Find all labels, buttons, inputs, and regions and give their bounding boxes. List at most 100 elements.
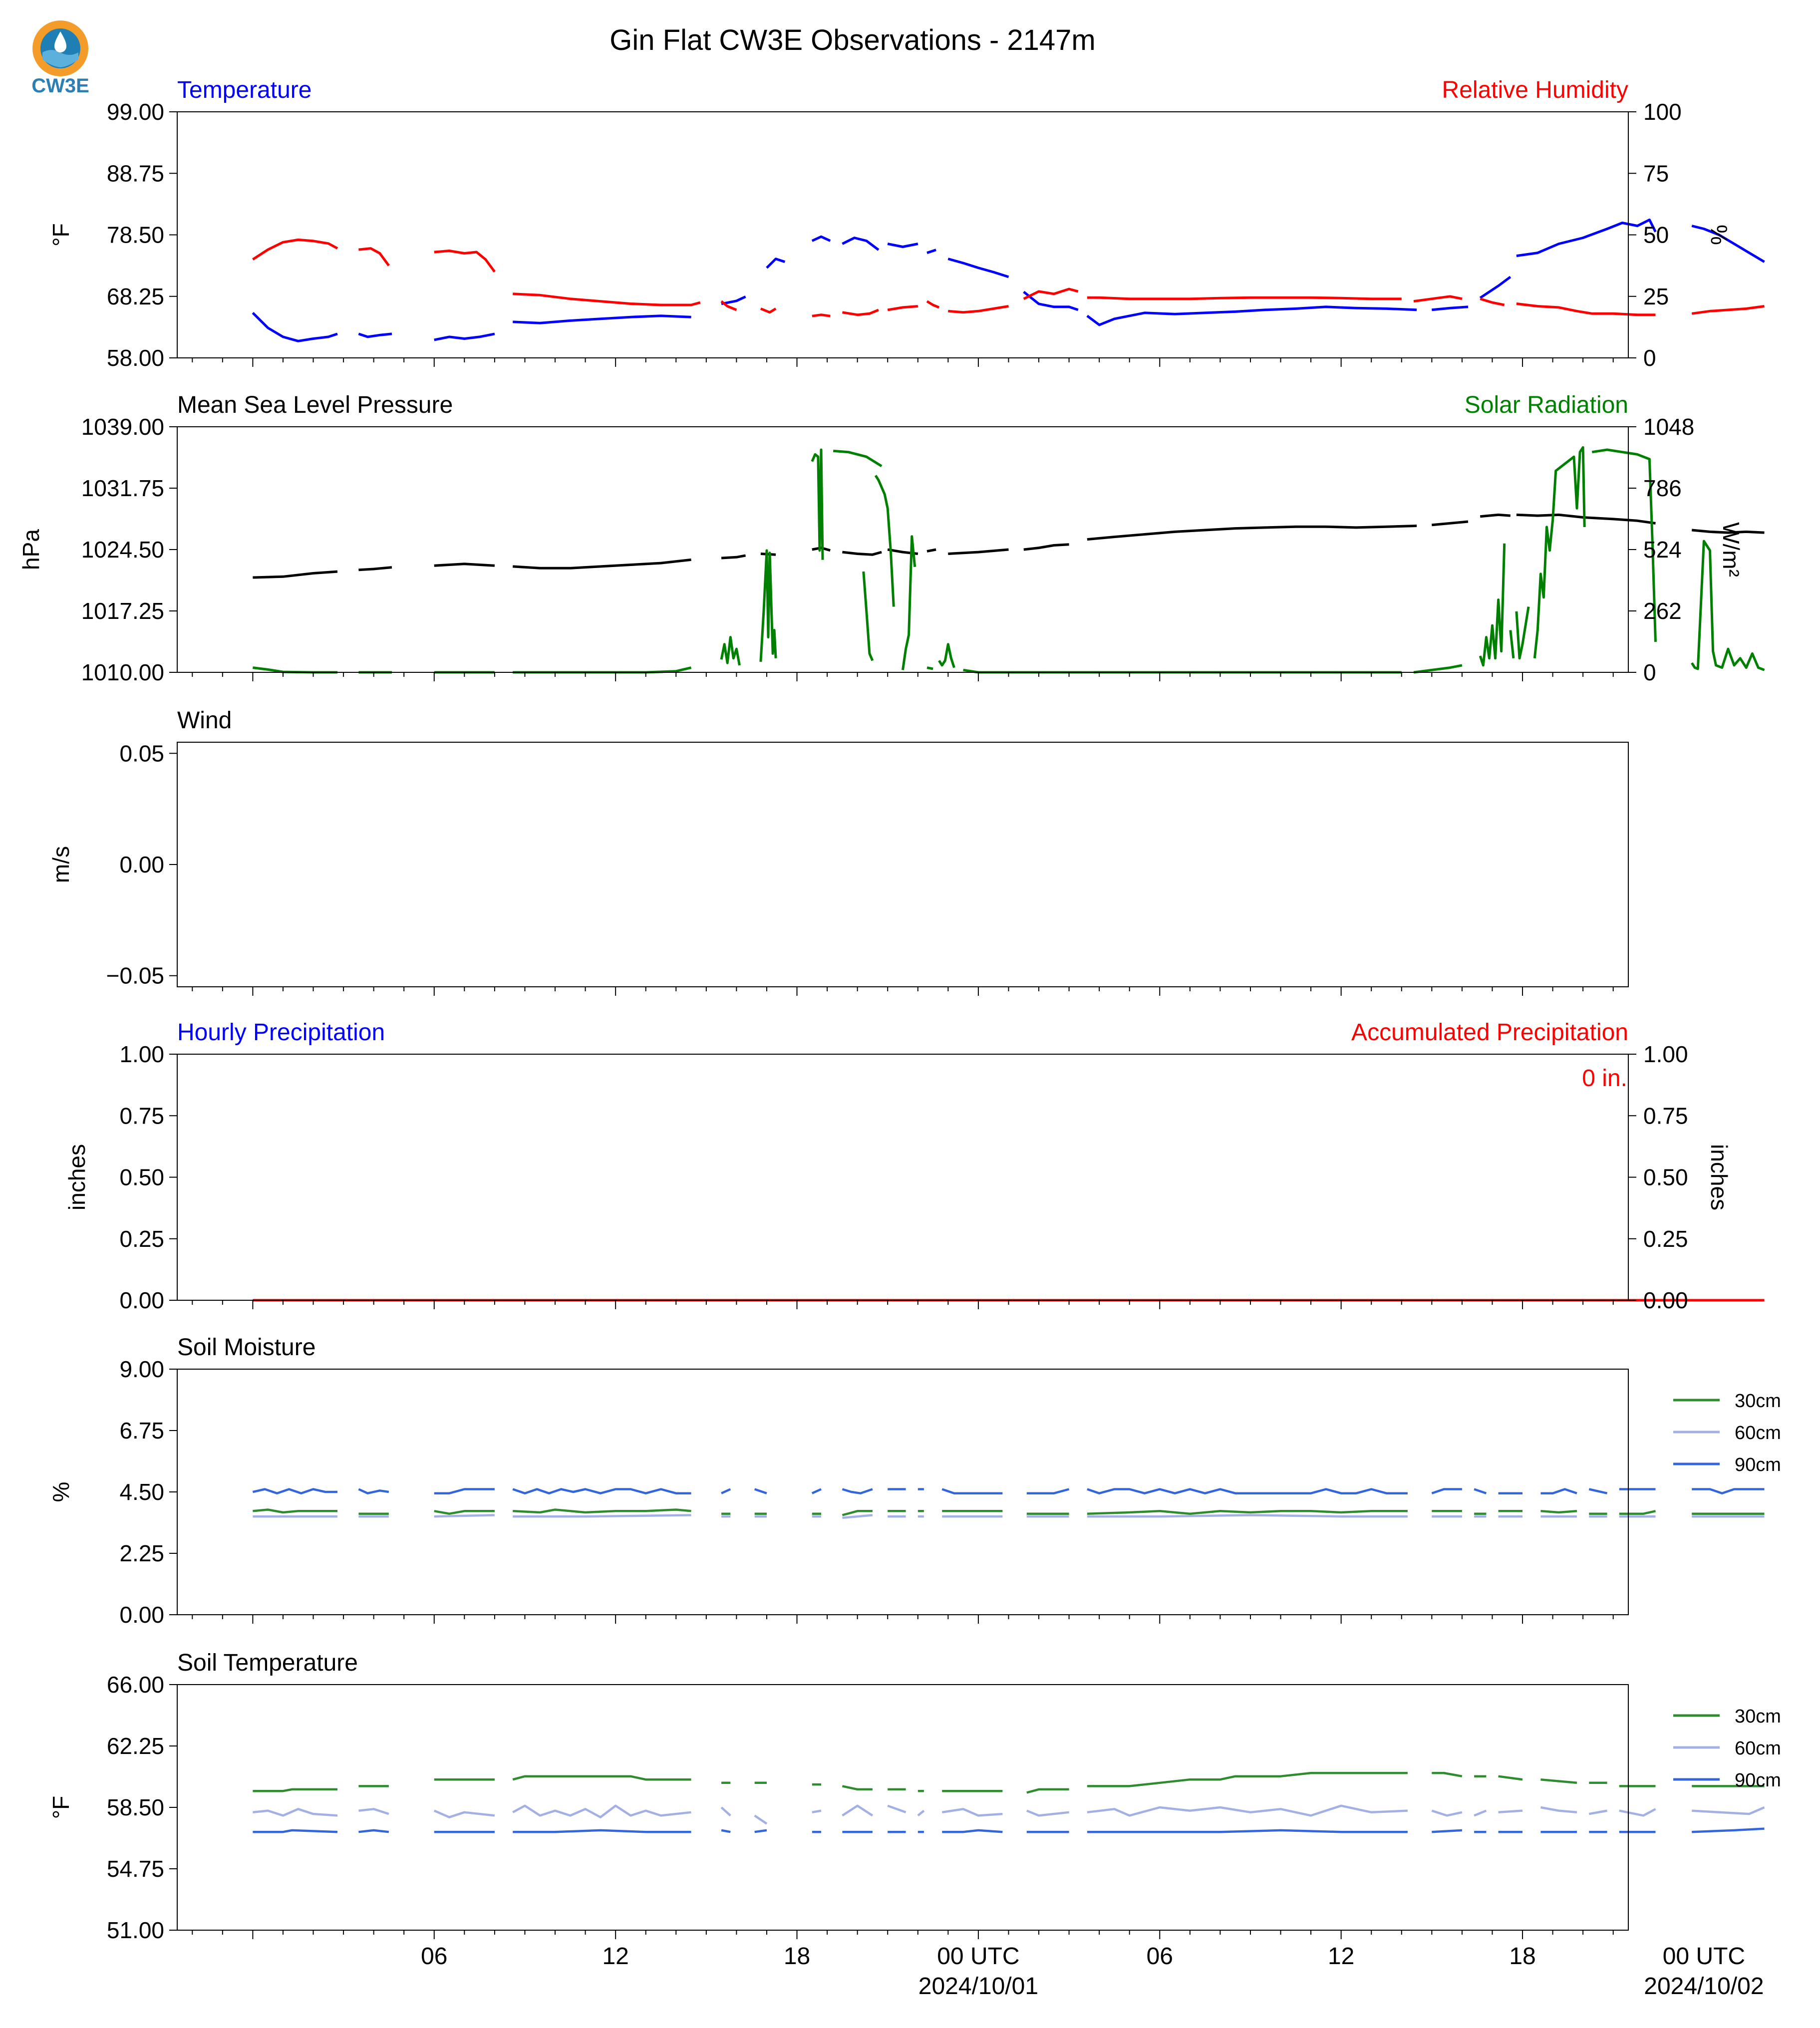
- y-axis-label-right: %: [1706, 225, 1732, 245]
- series-line-soil_temperature: [842, 1785, 873, 1791]
- series-line-soil_temperature: [433, 1809, 495, 1818]
- y-tick-label-left: 0.00: [119, 1602, 164, 1628]
- series-line-temp_rh: [842, 237, 880, 251]
- y-tick-label-right: 1048: [1643, 414, 1694, 440]
- series-line-pressure_solar: [938, 643, 955, 668]
- plot-frame-temp_rh: [177, 111, 1629, 358]
- series-line-pressure_solar: [358, 566, 392, 572]
- series-line-soil_temperature: [1540, 1778, 1577, 1784]
- y-tick-label-left: 1024.50: [81, 537, 164, 563]
- x-tick-label: 18: [1509, 1943, 1535, 1970]
- series-line-soil_temperature: [754, 1814, 768, 1825]
- y-tick-label-left: 58.00: [107, 345, 164, 371]
- x-tick-label: 06: [421, 1943, 447, 1970]
- series-line-pressure_solar: [1509, 630, 1515, 659]
- series-line-soil_moisture: [252, 1488, 337, 1494]
- legend-label-90cm: 90cm: [1735, 1454, 1781, 1475]
- y-tick-label-left: 6.75: [119, 1418, 164, 1444]
- series-line-soil_moisture: [941, 1488, 1003, 1494]
- x-tick-label: 18: [784, 1943, 810, 1970]
- panel-title-left: Soil Moisture: [177, 1334, 315, 1361]
- y-tick-label-right: 0.00: [1643, 1287, 1688, 1313]
- panel-title-right: Relative Humidity: [1442, 77, 1628, 103]
- plot-frame-soil_temperature: [177, 1684, 1629, 1931]
- y-tick-label-right: 50: [1643, 222, 1669, 248]
- logo-wave: [42, 50, 78, 67]
- panel-title-right: Accumulated Precipitation: [1351, 1019, 1628, 1046]
- y-tick-label-left: 1010.00: [81, 659, 164, 685]
- y-tick-label-left: 1039.00: [81, 414, 164, 440]
- legend-label-60cm: 60cm: [1735, 1738, 1781, 1759]
- series-line-soil_temperature: [1498, 1775, 1523, 1781]
- series-line-soil_moisture: [842, 1488, 873, 1494]
- legend-label-60cm: 60cm: [1735, 1423, 1781, 1444]
- series-line-soil_moisture: [1540, 1488, 1577, 1494]
- plot-frame-precip: [177, 1054, 1629, 1301]
- y-tick-label-left: 88.75: [107, 160, 164, 186]
- panel-title-left: Hourly Precipitation: [177, 1019, 385, 1046]
- series-line-pressure_solar: [1023, 543, 1069, 551]
- series-line-temp_rh: [1691, 225, 1765, 263]
- y-tick-label-left: 1.00: [119, 1041, 164, 1067]
- series-line-soil_temperature: [1692, 1806, 1765, 1815]
- y-tick-label-right: 0.50: [1643, 1164, 1688, 1190]
- series-line-soil_temperature: [842, 1804, 874, 1817]
- series-line-soil_temperature: [917, 1809, 925, 1817]
- series-line-temp_rh: [358, 247, 390, 267]
- series-line-pressure_solar: [720, 636, 741, 666]
- series-line-soil_moisture: [811, 1488, 822, 1494]
- series-line-pressure_solar: [902, 535, 916, 670]
- y-tick-label-left: 2.25: [119, 1540, 164, 1566]
- series-line-soil_moisture: [1087, 1514, 1408, 1518]
- series-line-soil_temperature: [720, 1806, 731, 1817]
- series-line-temp_rh: [1691, 305, 1765, 315]
- series-line-soil_temperature: [512, 1804, 691, 1818]
- series-line-soil_moisture: [1474, 1488, 1487, 1494]
- series-line-pressure_solar: [833, 449, 883, 468]
- series-line-soil_moisture: [434, 1510, 495, 1515]
- y-tick-label-left: −0.05: [106, 963, 164, 989]
- series-line-soil_temperature: [1026, 1788, 1069, 1794]
- series-line-pressure_solar: [253, 666, 337, 674]
- raindrop-icon: [54, 31, 66, 52]
- series-line-soil_temperature: [1619, 1808, 1656, 1817]
- y-tick-label-left: 51.00: [107, 1917, 164, 1943]
- series-line-soil_moisture: [512, 1488, 691, 1494]
- y-axis-label-right: W/m²: [1718, 522, 1744, 577]
- panel-title-left: Soil Temperature: [177, 1650, 358, 1676]
- series-line-soil_moisture: [513, 1508, 691, 1514]
- x-tick-label: 12: [602, 1943, 628, 1970]
- series-line-temp_rh: [434, 332, 495, 341]
- series-line-temp_rh: [1023, 288, 1079, 300]
- y-tick-label-right: 524: [1643, 537, 1682, 563]
- series-line-pressure_solar: [759, 549, 777, 662]
- legend-label-30cm: 30cm: [1735, 1391, 1781, 1412]
- series-line-temp_rh: [358, 332, 392, 338]
- y-tick-label-left: 1031.75: [81, 475, 164, 501]
- series-line-temp_rh: [887, 243, 918, 248]
- series-line-pressure_solar: [513, 666, 692, 674]
- series-line-soil_moisture: [1026, 1488, 1070, 1494]
- y-tick-label-left: 0.25: [119, 1226, 164, 1252]
- y-tick-label-right: 75: [1643, 160, 1669, 186]
- series-line-temp_rh: [513, 292, 701, 306]
- x-tick-date-label: 2024/10/01: [918, 1973, 1038, 2000]
- y-tick-label-right: 0: [1643, 345, 1656, 371]
- series-line-pressure_solar: [812, 547, 831, 552]
- x-tick-label: 06: [1147, 1943, 1173, 1970]
- y-tick-label-left: 0.00: [119, 852, 164, 877]
- series-line-soil_moisture: [721, 1488, 731, 1494]
- series-line-pressure_solar: [1432, 520, 1469, 527]
- series-line-soil_temperature: [942, 1829, 1003, 1833]
- series-line-soil_moisture: [434, 1488, 495, 1494]
- plot-frame-pressure_solar: [177, 426, 1629, 673]
- series-line-temp_rh: [760, 307, 777, 314]
- series-line-soil_temperature: [253, 1829, 338, 1833]
- series-line-soil_temperature: [1087, 1771, 1408, 1787]
- y-tick-label-right: 786: [1643, 475, 1682, 501]
- y-tick-label-left: 99.00: [107, 99, 164, 125]
- y-axis-label-left: °F: [48, 1796, 74, 1819]
- panel-title-left: Mean Sea Level Pressure: [177, 392, 453, 418]
- series-line-soil_temperature: [887, 1804, 907, 1813]
